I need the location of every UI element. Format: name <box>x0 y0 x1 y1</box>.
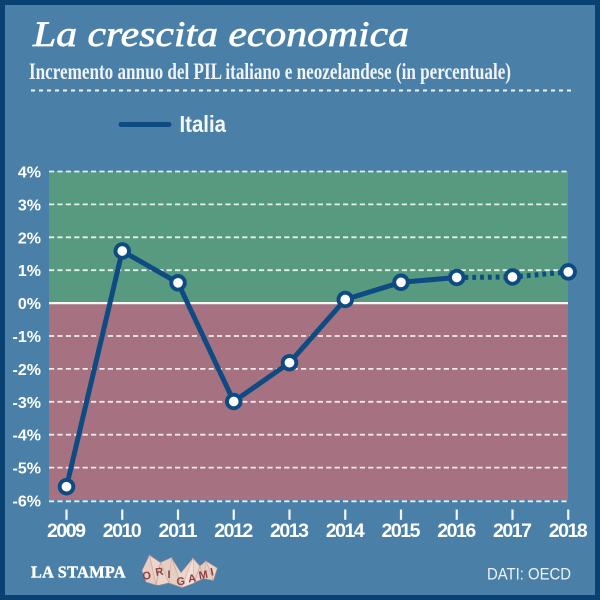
svg-text:-3%: -3% <box>13 395 41 412</box>
svg-text:La crescita economica: La crescita economica <box>32 14 409 54</box>
svg-text:2015: 2015 <box>382 520 421 542</box>
svg-text:0%: 0% <box>18 296 41 313</box>
svg-text:R: R <box>155 566 165 579</box>
svg-text:4%: 4% <box>18 165 41 182</box>
svg-text:-2%: -2% <box>13 362 41 379</box>
svg-text:Italia: Italia <box>180 111 227 137</box>
svg-text:-5%: -5% <box>13 461 41 478</box>
svg-text:3%: 3% <box>18 197 41 214</box>
svg-text:2%: 2% <box>18 230 41 247</box>
svg-text:2014: 2014 <box>326 520 365 542</box>
svg-text:2009: 2009 <box>47 520 86 542</box>
svg-text:2018: 2018 <box>549 520 588 542</box>
svg-text:2017: 2017 <box>493 520 532 542</box>
svg-text:I: I <box>168 569 171 581</box>
svg-text:2010: 2010 <box>103 520 142 542</box>
svg-text:A: A <box>187 572 197 585</box>
svg-text:G: G <box>176 575 186 588</box>
svg-text:-4%: -4% <box>13 428 41 445</box>
svg-text:LA STAMPA: LA STAMPA <box>31 563 126 582</box>
svg-text:I: I <box>209 566 214 578</box>
svg-text:1%: 1% <box>18 263 41 280</box>
svg-text:DATI: OECD: DATI: OECD <box>487 566 571 584</box>
svg-text:M: M <box>198 569 209 582</box>
svg-text:O: O <box>141 569 152 583</box>
svg-text:Incremento annuo del PIL itali: Incremento annuo del PIL italiano e neoz… <box>29 59 511 84</box>
svg-text:2013: 2013 <box>270 520 309 542</box>
svg-text:2016: 2016 <box>437 520 476 542</box>
svg-text:-6%: -6% <box>13 494 41 511</box>
svg-text:2012: 2012 <box>214 520 253 542</box>
svg-text:2011: 2011 <box>159 520 198 542</box>
svg-text:-1%: -1% <box>13 329 41 346</box>
